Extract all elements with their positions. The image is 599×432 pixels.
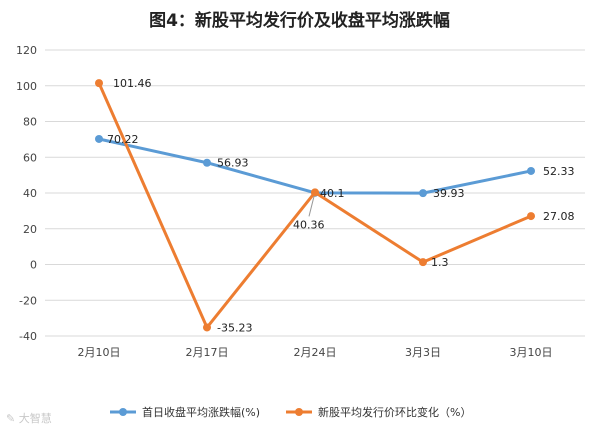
- x-tick-label: 2月10日: [78, 346, 121, 359]
- data-point: [527, 212, 535, 221]
- y-tick-label: 120: [16, 44, 37, 57]
- y-tick-label: 100: [16, 80, 37, 93]
- legend-label: 首日收盘平均涨跌幅(%): [142, 405, 260, 419]
- data-label: 39.93: [433, 187, 465, 200]
- data-point: [419, 189, 427, 198]
- y-tick-label: 20: [23, 223, 37, 236]
- x-tick-label: 2月24日: [294, 346, 337, 359]
- series-line-1: [98, 137, 532, 195]
- y-tick-label: 40: [23, 187, 37, 200]
- chart-title: 图4：新股平均发行价及收盘平均涨跌幅: [149, 11, 450, 31]
- x-tick-label: 2月17日: [186, 346, 229, 359]
- label-leader-line: [308, 196, 315, 217]
- series-line-2: [97, 82, 532, 329]
- data-point: [419, 258, 427, 267]
- data-label: 1.3: [431, 256, 449, 269]
- legend-label: 新股平均发行价环比变化（%）: [318, 405, 471, 419]
- series-lines: [95, 79, 535, 332]
- y-tick-label: 0: [30, 259, 37, 272]
- y-tick-label: 60: [23, 151, 37, 164]
- x-tick-label: 3月3日: [405, 346, 441, 359]
- legend: 首日收盘平均涨跌幅(%) 新股平均发行价环比变化（%）: [110, 405, 471, 419]
- data-point: [203, 158, 211, 167]
- data-label: 40.36: [293, 218, 325, 231]
- y-tick-label: 80: [23, 116, 37, 129]
- data-label: 56.93: [217, 157, 249, 170]
- data-point: [311, 188, 319, 197]
- watermark-text: 大智慧: [18, 412, 52, 425]
- watermark-logo: ✎ 大智慧: [6, 412, 52, 425]
- legend-swatch-marker: [119, 408, 127, 416]
- data-label: 101.46: [113, 77, 152, 90]
- y-tick-label: -20: [19, 294, 37, 307]
- y-tick-label: -40: [19, 330, 37, 343]
- data-label: 40.1: [320, 187, 345, 200]
- data-label: -35.23: [217, 321, 252, 334]
- axis-labels: -40 -20 0 20 40 60 80 100 120 2月10日 2月17日 2月24日 3月3日…: [16, 44, 553, 359]
- data-point: [95, 134, 103, 143]
- x-tick-label: 3月10日: [510, 346, 553, 359]
- data-label: 70.22: [107, 133, 139, 146]
- data-point: [203, 323, 211, 332]
- data-point: [527, 166, 535, 175]
- data-label: 52.33: [543, 165, 575, 178]
- legend-swatch-marker: [295, 408, 303, 416]
- data-labels: 70.22 56.93 40.1 39.93 52.33 101.46 -35.23 40.3…: [107, 77, 575, 334]
- data-point: [95, 79, 103, 88]
- data-label: 27.08: [543, 210, 575, 223]
